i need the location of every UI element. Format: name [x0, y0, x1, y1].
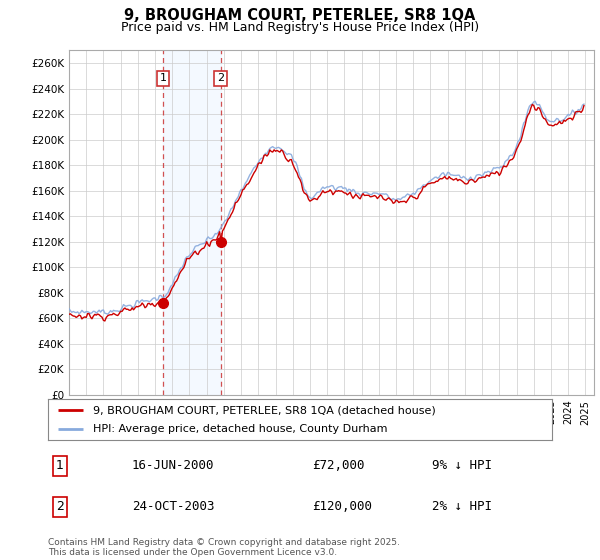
Text: Contains HM Land Registry data © Crown copyright and database right 2025.
This d: Contains HM Land Registry data © Crown c… — [48, 538, 400, 557]
Text: 9, BROUGHAM COURT, PETERLEE, SR8 1QA: 9, BROUGHAM COURT, PETERLEE, SR8 1QA — [124, 8, 476, 24]
Text: 9% ↓ HPI: 9% ↓ HPI — [432, 459, 492, 473]
Text: 2: 2 — [217, 73, 224, 83]
Text: £120,000: £120,000 — [312, 500, 372, 514]
Text: 1: 1 — [56, 459, 64, 473]
Text: 16-JUN-2000: 16-JUN-2000 — [132, 459, 215, 473]
Text: £72,000: £72,000 — [312, 459, 365, 473]
Text: 2: 2 — [56, 500, 64, 514]
Text: 2% ↓ HPI: 2% ↓ HPI — [432, 500, 492, 514]
Text: 24-OCT-2003: 24-OCT-2003 — [132, 500, 215, 514]
Text: 1: 1 — [160, 73, 166, 83]
Text: HPI: Average price, detached house, County Durham: HPI: Average price, detached house, Coun… — [94, 424, 388, 433]
Bar — [163, 50, 221, 395]
Text: 9, BROUGHAM COURT, PETERLEE, SR8 1QA (detached house): 9, BROUGHAM COURT, PETERLEE, SR8 1QA (de… — [94, 405, 436, 415]
Text: Price paid vs. HM Land Registry's House Price Index (HPI): Price paid vs. HM Land Registry's House … — [121, 21, 479, 34]
